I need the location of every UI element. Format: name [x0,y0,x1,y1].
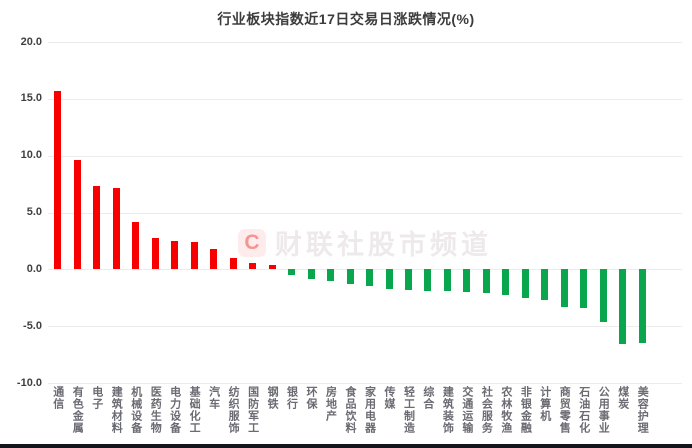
category-label: 社会服务 [480,386,493,434]
category-label: 有色金属 [71,386,84,434]
y-tick-label: 15.0 [20,92,42,104]
bar [93,186,101,270]
watermark-text: 财联社股市频道 [275,230,492,260]
category-label: 轻工制造 [402,386,415,434]
category-label: 农林牧渔 [499,386,512,434]
category-label: 石油石化 [577,386,590,434]
bar [73,160,81,270]
category-label: 商贸零售 [558,386,571,434]
bar [482,269,490,294]
bar [210,248,218,270]
bar [443,269,451,291]
bottom-edge-bar [0,444,692,448]
bar [346,269,354,285]
y-tick-label: 20.0 [20,36,42,48]
category-label: 综合 [421,386,434,410]
grid-line [48,326,682,327]
grid-line [48,156,682,157]
bar [151,237,159,270]
bar [288,269,295,275]
category-label: 国防军工 [246,386,259,434]
bar [385,269,393,289]
chart-title: 行业板块指数近17日交易日涨跌情况(%) [217,11,475,27]
grid-line [48,99,682,100]
category-label: 煤炭 [616,386,629,410]
bar [132,221,140,270]
category-label: 房地产 [324,386,337,422]
bar [249,262,257,270]
y-tick-label: 0.0 [26,263,42,275]
bar [190,242,198,270]
bar [502,269,510,296]
category-label: 建筑装饰 [441,386,454,434]
bar [268,264,276,270]
bar [366,269,373,287]
category-label: 家用电器 [363,386,376,434]
category-label: 机械设备 [129,386,142,434]
category-label: 美容护理 [636,386,649,434]
bar [424,269,432,291]
grid-line [48,383,682,384]
bar [638,269,646,344]
cailianshe-logo-icon: C [238,228,266,257]
y-tick-label: 10.0 [20,149,42,161]
category-label: 医药生物 [149,386,162,434]
category-label: 纺织服饰 [227,386,240,434]
bar [521,269,529,298]
bar [171,240,179,270]
grid-line [48,42,682,43]
category-label: 银行 [285,386,298,410]
bar [229,258,237,270]
bar [405,269,412,290]
category-label: 钢铁 [266,386,279,410]
bar [307,269,315,280]
watermark: C 财联社股市频道 [238,223,492,262]
bar [463,269,471,292]
grid-line [48,269,682,270]
bar [619,269,627,345]
bar [580,269,588,308]
bar [54,90,62,270]
bar [327,269,334,281]
category-label: 计算机 [538,386,551,422]
category-label: 非银金融 [519,386,532,434]
category-label: 食品饮料 [344,386,356,434]
category-label: 环保 [305,386,317,410]
y-tick-label: -5.0 [23,320,42,332]
category-label: 电力设备 [168,386,181,434]
category-label: 基础化工 [188,386,201,434]
category-label: 汽车 [207,386,220,410]
grid-line [48,213,682,214]
y-tick-label: 5.0 [26,206,42,218]
y-tick-label: -10.0 [16,377,42,389]
category-label: 通信 [51,386,64,410]
bar [560,269,568,307]
category-label: 公用事业 [597,386,610,434]
category-label: 传媒 [383,386,395,410]
category-label: 建筑材料 [110,386,123,434]
bar [541,269,549,300]
bar [112,187,120,270]
bar [599,269,607,322]
category-label: 电子 [90,386,103,410]
category-label: 交通运输 [460,386,473,434]
